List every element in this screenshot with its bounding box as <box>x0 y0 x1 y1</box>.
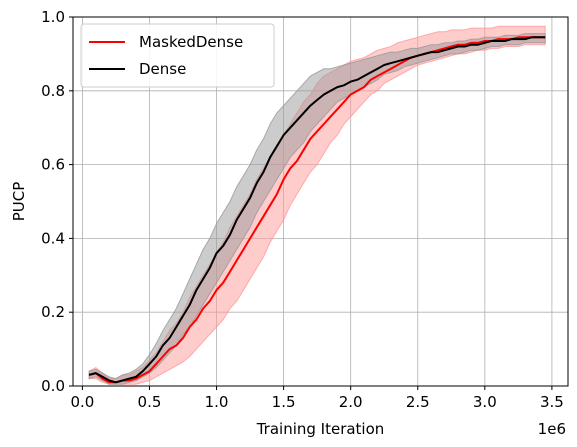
x-tick-label-3-5: 3.5 <box>540 393 564 411</box>
band-dense <box>88 33 546 385</box>
confidence-bands <box>88 25 546 385</box>
plot-frame <box>72 16 569 387</box>
x-tick-label-2-0: 2.0 <box>339 393 363 411</box>
y-tick-label-1-0: 1.0 <box>41 8 65 26</box>
series-lines <box>88 36 546 384</box>
axis-ticks: 0.0 0.5 1.0 1.5 2.0 2.5 3.0 3.5 0.0 0.2 0.4 0.6 0.8 1… <box>41 8 564 411</box>
x-tick-label-3-0: 3.0 <box>473 393 497 411</box>
legend: MaskedDense Dense <box>80 23 275 88</box>
x-tick-label-1-0: 1.0 <box>205 393 229 411</box>
legend-label-dense: Dense <box>139 60 186 78</box>
y-tick-label-0-8: 0.8 <box>41 82 65 100</box>
y-tick-label-0-2: 0.2 <box>41 303 65 321</box>
legend-box <box>80 23 275 88</box>
series-line-dense <box>88 36 546 384</box>
x-tick-label-0-0: 0.0 <box>70 393 94 411</box>
x-axis-offset-label: 1e6 <box>538 420 566 438</box>
y-tick-label-0-6: 0.6 <box>41 156 65 174</box>
series-line-maskeddense <box>88 36 546 384</box>
y-axis-label: PUCP <box>10 182 28 222</box>
y-tick-label-0-4: 0.4 <box>41 229 65 247</box>
x-tick-label-1-5: 1.5 <box>272 393 296 411</box>
x-axis-label: Training Iteration <box>256 420 385 438</box>
x-tick-label-2-5: 2.5 <box>406 393 430 411</box>
x-tick-label-0-5: 0.5 <box>138 393 162 411</box>
legend-label-maskeddense: MaskedDense <box>139 33 243 51</box>
y-tick-label-0-0: 0.0 <box>41 377 65 395</box>
